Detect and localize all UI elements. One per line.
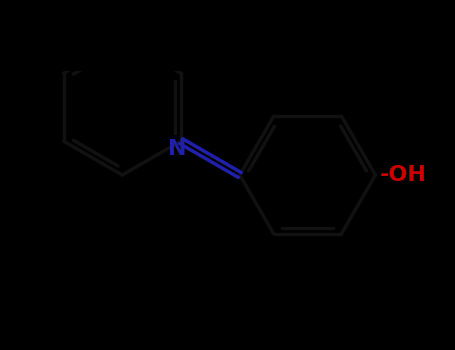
- Text: -OH: -OH: [380, 165, 427, 185]
- Text: N: N: [168, 139, 187, 159]
